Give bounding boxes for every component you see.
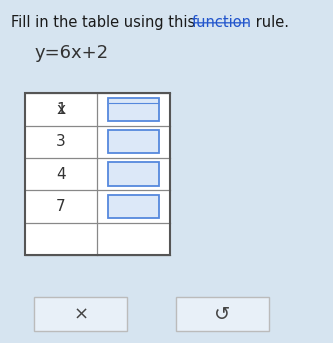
Text: 4: 4	[56, 167, 66, 181]
Bar	[108, 98, 159, 121]
Text: x: x	[56, 102, 65, 117]
Bar	[108, 194, 159, 218]
Bar	[108, 162, 159, 186]
Text: rule.: rule.	[251, 15, 289, 30]
Bar	[108, 130, 159, 153]
Bar	[176, 297, 269, 331]
Text: ↺: ↺	[214, 305, 231, 324]
Text: 1: 1	[56, 102, 66, 117]
Bar	[25, 93, 170, 255]
Text: function: function	[191, 15, 251, 30]
Text: 3: 3	[56, 134, 66, 149]
Text: Fill in the table using this: Fill in the table using this	[11, 15, 200, 30]
Bar	[34, 297, 127, 331]
Text: ×: ×	[73, 305, 88, 323]
Text: y=6x+2: y=6x+2	[34, 44, 109, 62]
Bar	[25, 93, 170, 255]
Text: y: y	[129, 102, 138, 117]
Text: 7: 7	[56, 199, 66, 214]
